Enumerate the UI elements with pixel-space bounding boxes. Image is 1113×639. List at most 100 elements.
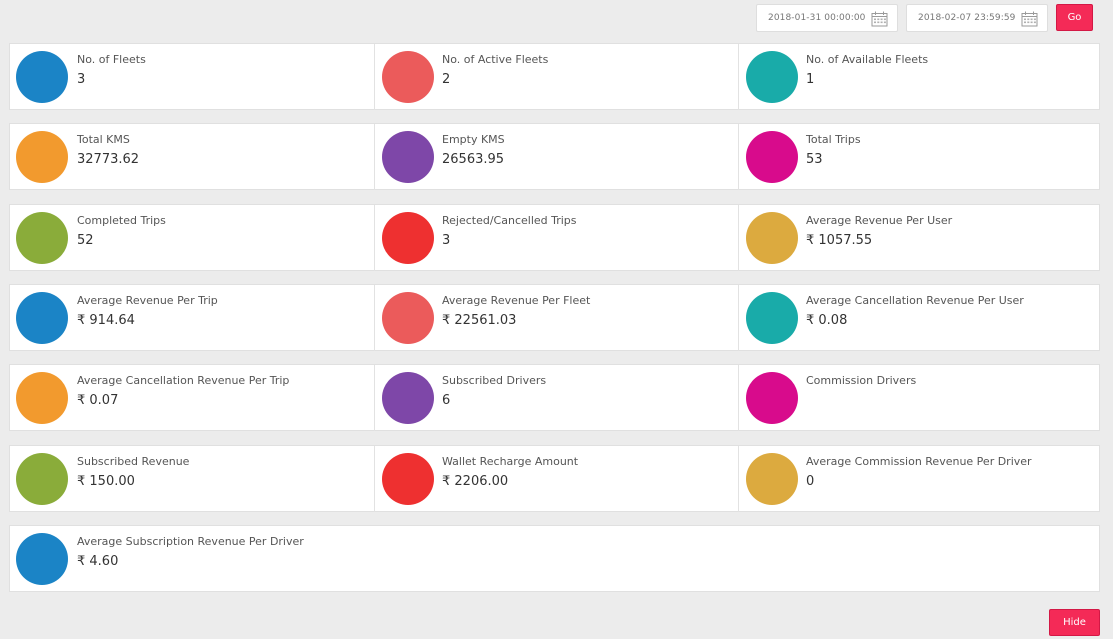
stat-icon-circle	[16, 212, 68, 264]
calendar-icon[interactable]	[871, 11, 888, 27]
stat-card: Average Cancellation Revenue Per Trip ₹ 0…	[10, 365, 374, 431]
car-icon	[756, 141, 788, 173]
car-cancel-icon	[26, 382, 58, 414]
to-date-input[interactable]: 2018-02-07 23:59:59	[906, 4, 1048, 32]
from-date-value: 2018-01-31 00:00:00	[768, 13, 866, 23]
stat-card: Completed Trips 52	[10, 205, 374, 271]
taxi-icon	[756, 61, 788, 93]
stat-label: Average Commission Revenue Per Driver	[806, 455, 1032, 468]
gauge-blocked-icon	[392, 141, 424, 173]
stat-label: Wallet Recharge Amount	[442, 455, 579, 468]
driver-icon	[392, 382, 424, 414]
blocked-icon	[392, 222, 424, 254]
stat-value: ₹ 22561.03	[442, 313, 517, 328]
stats-row: Subscribed Revenue ₹ 150.00 Wallet Recharg…	[9, 445, 1100, 512]
stat-label: Completed Trips	[77, 214, 166, 227]
stat-card: Total Trips 53	[738, 124, 1102, 190]
stat-value: ₹ 150.00	[77, 474, 135, 489]
stat-value: 32773.62	[77, 152, 140, 167]
to-date-value: 2018-02-07 23:59:59	[918, 13, 1016, 23]
stat-card: No. of Available Fleets 1	[738, 44, 1102, 110]
stat-icon-circle	[746, 131, 798, 183]
stat-value: 0	[806, 474, 815, 489]
chart-small-icon	[26, 463, 58, 495]
stat-icon-circle	[16, 533, 68, 585]
calendar-icon[interactable]	[1021, 11, 1038, 27]
stat-label: Average Cancellation Revenue Per User	[806, 294, 1024, 307]
stat-value: ₹ 914.64	[77, 313, 135, 328]
stat-icon-circle	[16, 51, 68, 103]
stat-label: Average Revenue Per Trip	[77, 294, 218, 307]
stat-value: 26563.95	[442, 152, 505, 167]
stat-value: ₹ 1057.55	[806, 233, 873, 248]
car-blocked-icon	[26, 222, 58, 254]
stat-icon-circle	[746, 212, 798, 264]
stat-label: No. of Fleets	[77, 53, 146, 66]
stats-row: Total KMS 32773.62 Empty KMS 26563.95 Total …	[9, 123, 1100, 190]
chart-car-icon	[26, 302, 58, 334]
stat-card: No. of Active Fleets 2	[374, 44, 738, 110]
stat-card: Average Commission Revenue Per Driver 0	[738, 446, 1102, 512]
stat-icon-circle	[16, 372, 68, 424]
stat-label: Total KMS	[77, 133, 130, 146]
stats-row: Average Cancellation Revenue Per Trip ₹ 0…	[9, 364, 1100, 431]
stat-value: ₹ 0.08	[806, 313, 848, 328]
hide-button[interactable]: Hide	[1049, 609, 1100, 636]
stat-value: 2	[442, 72, 451, 87]
stat-label: No. of Available Fleets	[806, 53, 929, 66]
go-button[interactable]: Go	[1056, 4, 1093, 31]
stat-card: Average Revenue Per Fleet ₹ 22561.03	[374, 285, 738, 351]
stat-icon-circle	[746, 292, 798, 344]
stat-icon-circle	[382, 372, 434, 424]
speedometer-icon	[26, 141, 58, 173]
stat-icon-circle	[382, 131, 434, 183]
stats-row: Average Revenue Per Trip ₹ 914.64 Average …	[9, 284, 1100, 351]
stat-card: No. of Fleets 3	[10, 44, 374, 110]
car-icon	[26, 61, 58, 93]
stat-label: Average Subscription Revenue Per Driver	[77, 535, 304, 548]
stat-icon-circle	[382, 51, 434, 103]
commission-driver-icon	[756, 463, 788, 495]
stat-icon-circle	[382, 212, 434, 264]
stat-icon-circle	[382, 292, 434, 344]
stat-value: ₹ 2206.00	[442, 474, 509, 489]
stat-icon-circle	[16, 131, 68, 183]
stats-row: Average Subscription Revenue Per Driver ₹…	[9, 525, 1100, 592]
stat-label: No. of Active Fleets	[442, 53, 549, 66]
stat-icon-circle	[382, 453, 434, 505]
stat-value: 52	[77, 233, 94, 248]
from-date-input[interactable]: 2018-01-31 00:00:00	[756, 4, 898, 32]
stat-label: Total Trips	[806, 133, 861, 146]
stat-value: 3	[442, 233, 451, 248]
wallet-icon	[392, 463, 424, 495]
stat-card: Wallet Recharge Amount ₹ 2206.00	[374, 446, 738, 512]
stat-label: Subscribed Revenue	[77, 455, 190, 468]
stat-value: 1	[806, 72, 815, 87]
stat-card: Commission Drivers	[738, 365, 1102, 431]
stat-icon-circle	[16, 292, 68, 344]
stat-icon-circle	[746, 453, 798, 505]
stat-card: Subscribed Revenue ₹ 150.00	[10, 446, 374, 512]
stat-value: 6	[442, 393, 451, 408]
user-cancel-icon	[756, 302, 788, 334]
stat-label: Empty KMS	[442, 133, 505, 146]
stat-card: Rejected/Cancelled Trips 3	[374, 205, 738, 271]
stat-icon-circle	[746, 51, 798, 103]
chart-growth-icon	[756, 222, 788, 254]
stat-card: Average Revenue Per User ₹ 1057.55	[738, 205, 1102, 271]
stat-value: 3	[77, 72, 86, 87]
stat-label: Average Revenue Per User	[806, 214, 953, 227]
car-blocked-icon	[392, 61, 424, 93]
stats-row: Completed Trips 52 Rejected/Cancelled Trip…	[9, 204, 1100, 271]
stat-card: Average Cancellation Revenue Per User ₹ 0…	[738, 285, 1102, 351]
stat-card: Empty KMS 26563.95	[374, 124, 738, 190]
stat-label: Subscribed Drivers	[442, 374, 547, 387]
stat-label: Average Revenue Per Fleet	[442, 294, 591, 307]
stat-card: Average Revenue Per Trip ₹ 914.64	[10, 285, 374, 351]
driver-revenue-icon	[26, 543, 58, 575]
stat-value: 53	[806, 152, 823, 167]
stats-row: No. of Fleets 3 No. of Active Fleets 2 No. o…	[9, 43, 1100, 110]
stat-value: ₹ 0.07	[77, 393, 119, 408]
stat-icon-circle	[16, 453, 68, 505]
stat-card: Average Subscription Revenue Per Driver ₹…	[10, 526, 374, 592]
